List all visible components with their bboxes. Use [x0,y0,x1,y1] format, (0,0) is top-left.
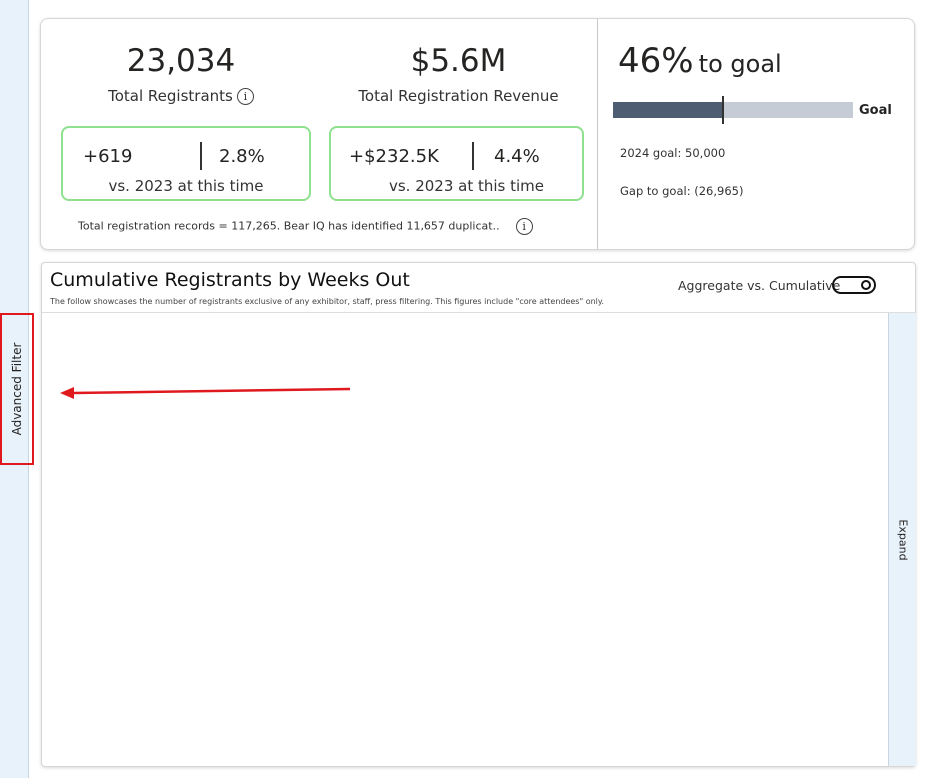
revenue-label: Total Registration Revenue [358,87,559,105]
aggregate-cumulative-toggle[interactable] [832,276,876,294]
revenue-delta: +$232.5K [349,146,439,167]
revenue-pct: 4.4% [494,146,540,167]
revenue-compare: vs. 2023 at this time [388,177,545,195]
revenue-compare-box: +$232.5K 4.4% vs. 2023 at this time [329,126,584,201]
revenue-value: $5.6M [410,43,507,79]
revenue-kpi: $5.6M Total Registration Revenue [341,43,576,105]
goal-marker [722,96,725,124]
sidebar [0,0,29,778]
registrants-pct: 2.8% [219,146,265,167]
chart-card: Cumulative Registrants by Weeks Out The … [41,262,916,767]
records-note: Total registration records = 117,265. Be… [78,219,500,233]
goal-bar-label: Goal [859,103,892,118]
gap-text: Gap to goal: (26,965) [620,184,744,198]
goal-suffix: to goal [698,50,782,78]
goal-progress-fill [613,102,724,118]
advanced-filter-label: Advanced Filter [10,342,24,436]
toggle-label: Aggregate vs. Cumulative [678,278,841,293]
toggle-knob [861,280,871,290]
separator [472,142,474,170]
goal-progress-bar [613,96,853,124]
registrants-label: Total Registrants [108,87,233,105]
expand-label: Expand [896,518,909,561]
expand-button[interactable]: Expand [888,313,916,766]
info-icon[interactable]: i [236,88,254,105]
registrants-delta: +619 [83,146,133,167]
chart-subtitle: The follow showcases the number of regis… [50,297,605,306]
advanced-filter-button[interactable]: Advanced Filter [0,313,34,465]
header-divider [42,312,915,313]
separator [200,142,202,170]
goal-heading: 46% to goal [618,41,782,81]
goal-text: 2024 goal: 50,000 [620,146,726,160]
goal-pct: 46% [618,41,694,81]
kpi-card: 23,034 Total Registrants i $5.6M Total Re… [40,18,915,250]
registrants-compare-box: +619 2.8% vs. 2023 at this time [61,126,311,201]
info-icon[interactable]: i [515,218,533,235]
registrants-kpi: 23,034 Total Registrants i [81,43,281,105]
registrants-compare: vs. 2023 at this time [108,177,264,195]
divider [597,19,598,249]
registrants-value: 23,034 [126,43,236,79]
chart-title: Cumulative Registrants by Weeks Out [50,269,410,291]
